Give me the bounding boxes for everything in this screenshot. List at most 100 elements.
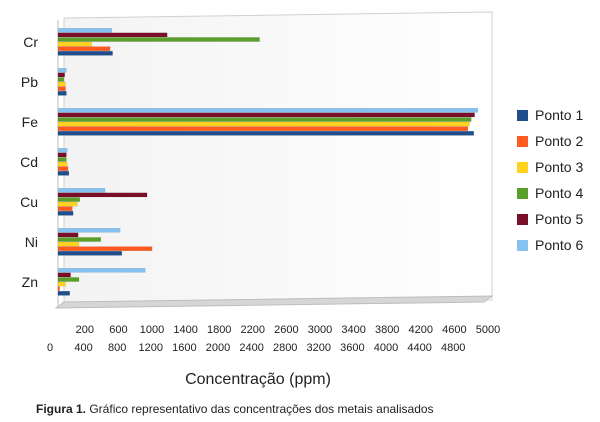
bar-fe-ponto-1 bbox=[57, 130, 474, 136]
legend-swatch-ponto-5 bbox=[517, 214, 528, 225]
category-label-fe: Fe bbox=[22, 114, 39, 130]
category-labels: Cr Pb Fe Cd Cu Ni Zn bbox=[20, 34, 38, 290]
bar-cu-ponto-5 bbox=[57, 192, 148, 198]
category-label-ni: Ni bbox=[25, 234, 38, 250]
bar-zn-ponto-3 bbox=[57, 281, 66, 287]
x-tick-bottom-8: 3200 bbox=[307, 342, 331, 354]
legend-swatch-ponto-3 bbox=[517, 162, 528, 173]
category-label-pb: Pb bbox=[21, 74, 38, 90]
bar-cr-ponto-3 bbox=[57, 41, 92, 47]
bar-ni-ponto-5 bbox=[57, 232, 79, 238]
x-tick-top-3: 1400 bbox=[173, 324, 197, 336]
x-tick-top-6: 2600 bbox=[274, 324, 298, 336]
bar-zn-ponto-1 bbox=[57, 291, 70, 296]
x-tick-bottom-12: 4800 bbox=[441, 342, 465, 354]
bar-ni-ponto-2 bbox=[57, 246, 153, 252]
bar-cu-ponto-4 bbox=[57, 197, 81, 202]
bar-pb-ponto-6 bbox=[57, 67, 67, 73]
bar-cr-ponto-5 bbox=[57, 32, 168, 38]
legend-label-ponto-3: Ponto 3 bbox=[535, 159, 583, 175]
x-tick-bottom-6: 2400 bbox=[239, 342, 263, 354]
plot-back-wall bbox=[63, 11, 493, 305]
bar-ni-ponto-1 bbox=[57, 250, 123, 256]
legend-label-ponto-5: Ponto 5 bbox=[535, 211, 583, 227]
bar-cd-ponto-3 bbox=[57, 161, 68, 167]
legend-swatch-ponto-1 bbox=[517, 110, 528, 121]
bar-pb-ponto-4 bbox=[57, 77, 65, 82]
legend-label-ponto-1: Ponto 1 bbox=[535, 107, 583, 123]
bar-zn-ponto-6 bbox=[57, 268, 146, 273]
bar-fe-ponto-4 bbox=[57, 117, 472, 122]
x-tick-bottom-5: 2000 bbox=[206, 342, 230, 354]
x-tick-top-9: 3800 bbox=[375, 324, 399, 336]
bar-ni-ponto-6 bbox=[57, 227, 121, 233]
x-tick-top-7: 3000 bbox=[308, 324, 332, 336]
x-tick-top-10: 4200 bbox=[409, 324, 433, 336]
caption-text: Gráfico representativo das concentrações… bbox=[86, 402, 434, 416]
x-tick-bottom-7: 2800 bbox=[273, 342, 297, 354]
bar-zn-ponto-5 bbox=[57, 272, 71, 278]
x-tick-top-5: 2200 bbox=[241, 324, 265, 336]
x-tick-labels-top: 200 600 1000 1400 1800 2200 2600 3000 3400 3800 42… bbox=[76, 324, 501, 336]
bar-cu-ponto-3 bbox=[57, 201, 78, 207]
bar-cd-ponto-5 bbox=[57, 152, 67, 158]
category-label-cd: Cd bbox=[20, 154, 38, 170]
bar-cu-ponto-1 bbox=[57, 210, 74, 216]
bar-pb-ponto-2 bbox=[57, 86, 66, 91]
bar-cr-ponto-6 bbox=[57, 28, 112, 33]
x-tick-top-2: 1000 bbox=[140, 324, 164, 336]
bar-pb-ponto-5 bbox=[57, 72, 65, 78]
x-tick-top-0: 200 bbox=[76, 324, 94, 336]
plot-floor bbox=[54, 295, 494, 309]
x-tick-bottom-11: 4400 bbox=[407, 342, 431, 354]
legend-swatch-ponto-2 bbox=[517, 136, 528, 147]
legend-label-ponto-2: Ponto 2 bbox=[535, 133, 583, 149]
bar-zn-ponto-4 bbox=[57, 277, 80, 282]
bar-fe-ponto-2 bbox=[57, 126, 469, 131]
x-tick-bottom-2: 800 bbox=[108, 342, 126, 354]
bar-cd-ponto-2 bbox=[57, 166, 69, 172]
x-tick-bottom-9: 3600 bbox=[340, 342, 364, 354]
bar-zn-ponto-2 bbox=[57, 286, 60, 292]
x-tick-bottom-1: 400 bbox=[74, 342, 92, 354]
x-tick-top-1: 600 bbox=[109, 324, 127, 336]
x-tick-bottom-3: 1200 bbox=[139, 342, 163, 354]
bar-ni-ponto-4 bbox=[57, 237, 102, 242]
x-tick-bottom-10: 4000 bbox=[374, 342, 398, 354]
x-tick-bottom-4: 1600 bbox=[172, 342, 196, 354]
bar-pb-ponto-1 bbox=[57, 90, 67, 96]
category-label-cu: Cu bbox=[20, 194, 38, 210]
x-tick-top-11: 4600 bbox=[442, 324, 466, 336]
legend: Ponto 1 Ponto 2 Ponto 3 Ponto 4 Ponto 5 Ponto… bbox=[517, 107, 583, 253]
legend-swatch-ponto-6 bbox=[517, 240, 528, 251]
bar-ni-ponto-3 bbox=[57, 241, 80, 247]
caption-label: Figura 1. bbox=[36, 402, 87, 416]
bar-cr-ponto-1 bbox=[57, 51, 113, 56]
bar-cr-ponto-4 bbox=[57, 37, 260, 42]
x-axis-title: Concentração (ppm) bbox=[185, 371, 331, 388]
bar-fe-ponto-5 bbox=[57, 112, 475, 118]
chart-svg: Cr Pb Fe Cd Cu Ni Zn 200 600 1000 1400 1800 2200 260… bbox=[20, 11, 583, 388]
x-tick-top-8: 3400 bbox=[341, 324, 365, 336]
legend-swatch-ponto-4 bbox=[517, 188, 528, 199]
category-label-zn: Zn bbox=[22, 274, 38, 290]
x-tick-top-12: 5000 bbox=[476, 324, 500, 336]
bar-chart: Cr Pb Fe Cd Cu Ni Zn 200 600 1000 1400 1800 2200 260… bbox=[20, 11, 583, 388]
bar-cu-ponto-6 bbox=[57, 187, 106, 193]
bars-group bbox=[57, 28, 479, 296]
x-tick-labels-bottom: 0 400 800 1200 1600 2000 2400 2800 3200 3600 4000 4… bbox=[47, 342, 466, 354]
bar-cd-ponto-4 bbox=[57, 157, 67, 162]
bar-pb-ponto-3 bbox=[57, 81, 66, 87]
x-tick-top-4: 1800 bbox=[207, 324, 231, 336]
bar-cd-ponto-6 bbox=[57, 147, 68, 153]
legend-label-ponto-4: Ponto 4 bbox=[535, 185, 583, 201]
category-label-cr: Cr bbox=[23, 34, 38, 50]
figure-caption: Figura 1. Gráfico representativo das con… bbox=[36, 402, 596, 416]
x-tick-bottom-0: 0 bbox=[47, 342, 53, 354]
bar-cr-ponto-2 bbox=[57, 46, 111, 51]
bar-cu-ponto-2 bbox=[57, 206, 73, 212]
bar-cd-ponto-1 bbox=[57, 170, 70, 176]
legend-label-ponto-6: Ponto 6 bbox=[535, 237, 583, 253]
bar-fe-ponto-6 bbox=[57, 107, 479, 113]
bar-fe-ponto-3 bbox=[57, 121, 470, 127]
